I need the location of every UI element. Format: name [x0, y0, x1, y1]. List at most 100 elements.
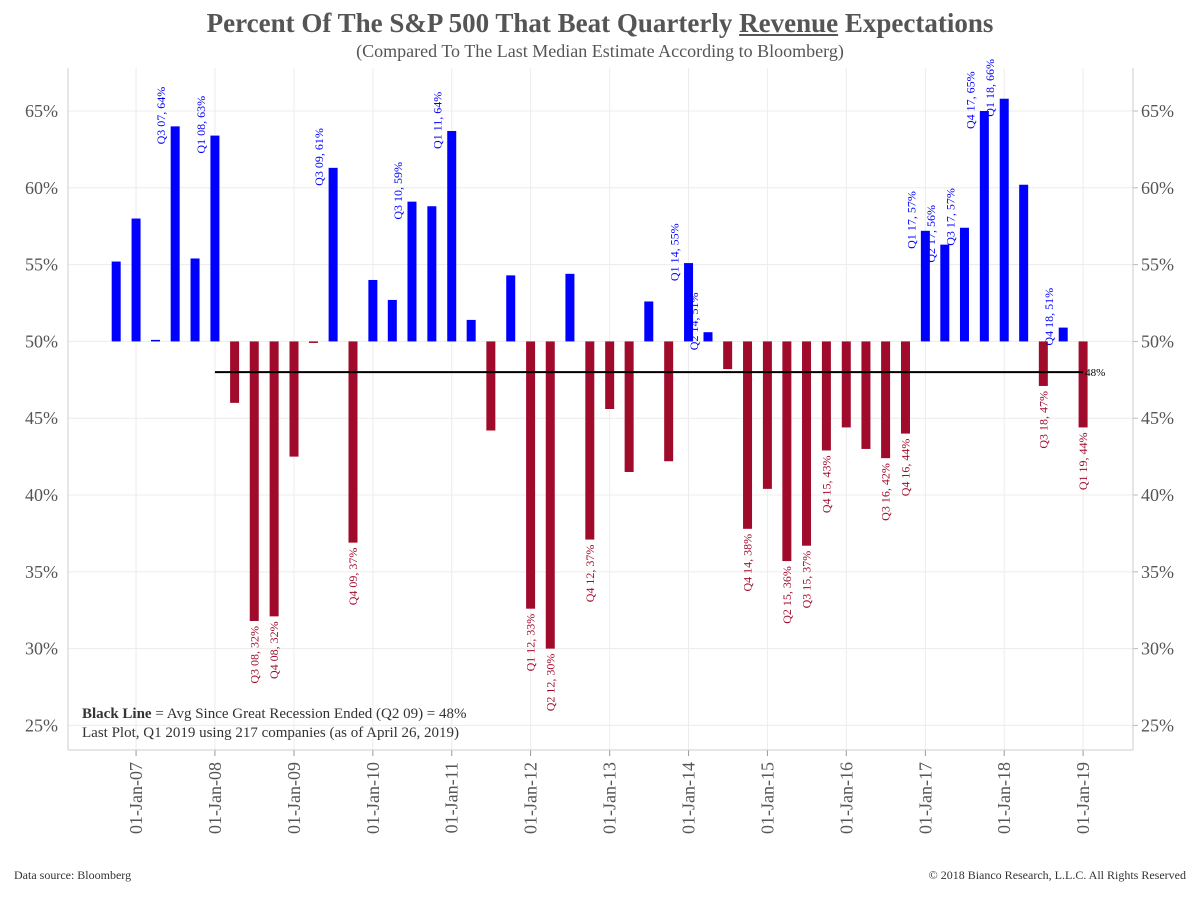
x-tick-label: 01-Jan-12: [521, 762, 541, 834]
bar: [940, 244, 950, 342]
data-label: Q3 16, 42%: [879, 463, 893, 521]
y2-tick-label: 30%: [1141, 639, 1174, 659]
bar: [1058, 327, 1068, 342]
x-tick-label: 01-Jan-18: [994, 762, 1014, 834]
y2-tick-label: 65%: [1141, 101, 1174, 121]
annotation-part: = Avg Since Great Recession Ended (Q2 09…: [151, 706, 467, 722]
annotation: Black Line = Avg Since Great Recession E…: [82, 705, 467, 724]
bar: [684, 263, 694, 342]
data-label: Q4 17, 65%: [963, 71, 977, 129]
bar: [190, 258, 200, 342]
y2-tick-label: 45%: [1141, 408, 1174, 428]
bar: [131, 218, 141, 342]
bar: [802, 341, 812, 546]
chart-title: Percent Of The S&P 500 That Beat Quarter…: [0, 8, 1200, 39]
bar: [585, 341, 595, 540]
bar: [447, 130, 457, 342]
data-label: Q1 14, 55%: [668, 223, 682, 281]
data-label: Q3 18, 47%: [1036, 391, 1050, 449]
data-label: Q1 12, 33%: [524, 614, 538, 672]
y-tick-label: 25%: [25, 715, 58, 735]
x-tick-label: 01-Jan-08: [205, 762, 225, 834]
y2-tick-label: 55%: [1141, 255, 1174, 275]
data-label: Q1 19, 44%: [1076, 432, 1090, 490]
data-label: Q1 17, 57%: [904, 191, 918, 249]
data-label: Q4 08, 32%: [267, 621, 281, 679]
bar: [881, 341, 891, 459]
y-tick-label: 45%: [25, 408, 58, 428]
data-label: Q1 18, 66%: [983, 59, 997, 117]
copyright: © 2018 Bianco Research, L.L.C. All Right…: [928, 868, 1186, 882]
title-part: Expectations: [838, 8, 994, 38]
x-tick-label: 01-Jan-17: [915, 762, 935, 834]
data-label: Q4 15, 43%: [819, 455, 833, 513]
bar: [526, 341, 536, 609]
x-tick-label: 01-Jan-15: [757, 762, 777, 834]
bar: [308, 341, 318, 343]
y2-tick-label: 50%: [1141, 331, 1174, 351]
bar: [170, 126, 180, 342]
y-tick-label: 65%: [25, 101, 58, 121]
data-label: Q2 15, 36%: [780, 566, 794, 624]
data-label: Q4 18, 51%: [1042, 288, 1056, 346]
y2-tick-label: 40%: [1141, 485, 1174, 505]
bar: [368, 279, 378, 342]
data-label: Q3 09, 61%: [312, 128, 326, 186]
bar: [624, 341, 634, 472]
data-label: Q4 16, 44%: [898, 439, 912, 497]
reference-label: 48%: [1085, 367, 1105, 379]
x-tick-label: 01-Jan-07: [126, 762, 146, 834]
y-tick-label: 50%: [25, 331, 58, 351]
title-part: Percent Of The S&P 500 That Beat Quarter…: [206, 8, 740, 38]
bar: [269, 341, 279, 617]
data-label: Q3 08, 32%: [247, 626, 261, 684]
data-label: Q1 11, 64%: [431, 92, 445, 149]
data-label: Q2 12, 30%: [543, 654, 557, 712]
bar: [743, 341, 753, 529]
bar: [723, 341, 733, 370]
data-label: Q4 14, 38%: [741, 534, 755, 592]
bar: [644, 301, 654, 342]
bar: [979, 111, 989, 342]
x-tick-label: 01-Jan-09: [284, 762, 304, 834]
annotation: Last Plot, Q1 2019 using 217 companies (…: [82, 725, 460, 741]
bar: [427, 206, 437, 342]
y2-tick-label: 25%: [1141, 715, 1174, 735]
annotations: Black Line = Avg Since Great Recession E…: [82, 705, 467, 743]
data-label: Q4 09, 37%: [346, 548, 360, 606]
data-label: Q1 08, 63%: [194, 96, 208, 154]
bar: [249, 341, 259, 621]
bar: [289, 341, 299, 457]
source: Data source: Bloomberg: [14, 868, 132, 882]
x-tick-label: 01-Jan-19: [1073, 762, 1093, 834]
data-label: Q4 12, 37%: [583, 545, 597, 603]
bar: [1078, 341, 1088, 428]
x-tick-label: 01-Jan-10: [363, 762, 383, 834]
bar: [821, 341, 831, 451]
bar: [210, 135, 220, 342]
data-label: Q2 14, 51%: [687, 293, 701, 351]
chart-subtitle: (Compared To The Last Median Estimate Ac…: [356, 41, 844, 61]
y2-tick-label: 35%: [1141, 562, 1174, 582]
bar: [545, 341, 555, 649]
bar: [861, 341, 871, 449]
bar: [605, 341, 615, 409]
title-part: Revenue: [739, 8, 839, 38]
bar: [565, 273, 575, 342]
bar: [703, 332, 713, 342]
x-tick-label: 01-Jan-13: [600, 762, 620, 834]
y-tick-label: 40%: [25, 485, 58, 505]
y-tick-label: 60%: [25, 178, 58, 198]
data-label: Q3 10, 59%: [391, 162, 405, 220]
bar: [387, 299, 397, 342]
bar: [407, 201, 417, 342]
y2-tick-label: 60%: [1141, 178, 1174, 198]
bar: [1038, 341, 1048, 386]
y-tick-label: 30%: [25, 639, 58, 659]
annotation-part: Black Line: [82, 706, 152, 722]
bar: [664, 341, 674, 462]
bar: [999, 98, 1009, 342]
bar: [959, 227, 969, 342]
